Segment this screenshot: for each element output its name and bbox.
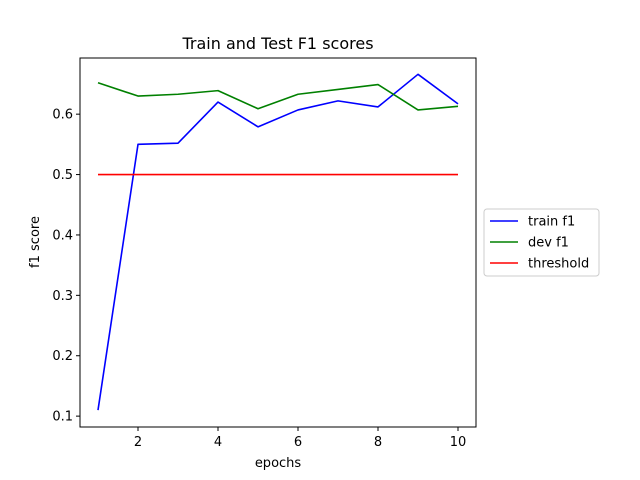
x-tick-label: 2 (134, 435, 142, 450)
y-axis: 0.1 0.2 0.3 0.4 0.5 0.6 (52, 108, 80, 425)
y-axis-label: f1 score (28, 216, 43, 268)
legend: train f1 dev f1 threshold (483, 208, 600, 277)
y-tick-label: 0.4 (52, 228, 73, 243)
x-tick-label: 4 (214, 435, 222, 450)
x-axis: 2 4 6 8 10 (134, 427, 466, 450)
x-tick-label: 8 (374, 435, 382, 450)
plot-area (79, 57, 477, 428)
series-line-dev-f1 (97, 82, 459, 111)
y-tick-label: 0.3 (52, 289, 73, 304)
series-line-train-f1 (97, 73, 459, 411)
y-tick-label: 0.2 (52, 349, 73, 364)
legend-items: train f1 dev f1 threshold (490, 215, 589, 272)
x-tick-label: 6 (294, 435, 302, 450)
legend-label-dev-f1: dev f1 (528, 236, 569, 251)
x-axis-label: epochs (255, 456, 302, 471)
plot-frame (79, 57, 477, 428)
y-tick-label: 0.1 (52, 410, 73, 425)
y-tick-label: 0.6 (52, 108, 73, 123)
y-tick-label: 0.5 (52, 168, 73, 183)
legend-box (483, 208, 600, 277)
legend-label-train-f1: train f1 (528, 215, 575, 230)
chart-title: Train and Test F1 scores (181, 34, 373, 53)
legend-label-threshold: threshold (528, 257, 589, 272)
series-layer (97, 73, 459, 411)
x-tick-label: 10 (450, 435, 467, 450)
